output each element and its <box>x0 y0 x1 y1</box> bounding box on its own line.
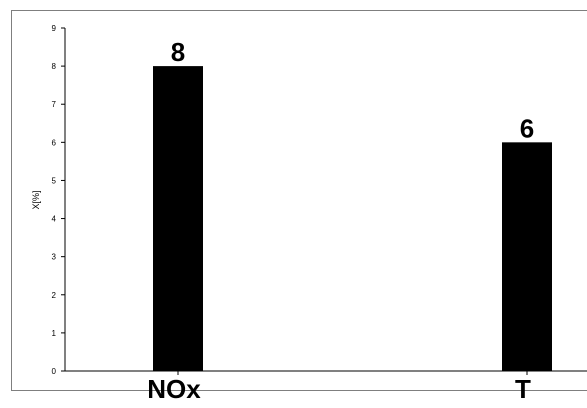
bar <box>502 142 552 371</box>
y-tick-label: 1 <box>52 329 57 338</box>
chart-frame <box>12 11 587 391</box>
y-tick-label: 5 <box>52 176 57 185</box>
x-tick-label: NOx <box>147 374 201 403</box>
data-label: 8 <box>171 37 185 67</box>
bar <box>153 66 203 371</box>
y-tick-label: 2 <box>52 291 57 300</box>
y-tick-label: 6 <box>52 138 57 147</box>
y-tick-label: 4 <box>52 215 57 224</box>
y-axis-title: X[%] <box>31 190 41 209</box>
y-tick-label: 9 <box>52 24 57 33</box>
data-label: 6 <box>520 113 534 143</box>
y-tick-label: 8 <box>52 62 57 71</box>
y-tick-label: 0 <box>52 367 57 376</box>
y-tick-label: 7 <box>52 100 57 109</box>
x-tick-label: T <box>515 374 531 403</box>
y-tick-label: 3 <box>52 253 57 262</box>
